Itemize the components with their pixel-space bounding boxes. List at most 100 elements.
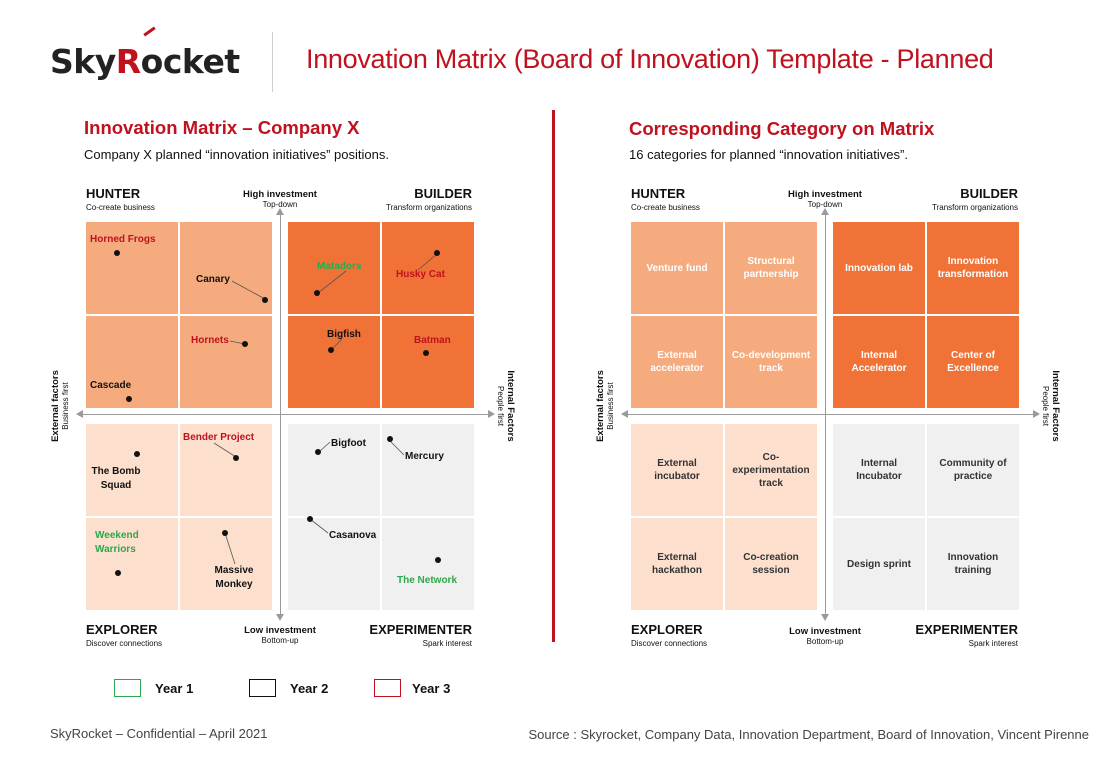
legend-label-year-2: Year 2 xyxy=(290,681,329,696)
category-venture-fund: Venture fund xyxy=(646,262,708,274)
footer-source: Source : Skyrocket, Company Data, Innova… xyxy=(528,727,1089,742)
initiative-dot-bigfish xyxy=(328,347,334,353)
cell-experimenter-1 xyxy=(288,424,380,516)
initiative-dot-batman xyxy=(423,350,429,356)
left-axis-label: External factors Business first xyxy=(50,370,70,442)
category-innovation-training: Innovation training xyxy=(947,552,999,576)
cell-builder-1 xyxy=(288,222,380,314)
cell-experimenter-3 xyxy=(288,518,380,610)
cell-explorer-1 xyxy=(86,424,178,516)
category-cell-5: External accelerator xyxy=(631,316,723,408)
category-cell-2: Structural partnership xyxy=(725,222,817,314)
category-external-hackathon: External hackathon xyxy=(651,552,702,576)
initiative-bigfish: Bigfish xyxy=(327,329,361,340)
initiative-dot-casanova xyxy=(307,516,313,522)
vertical-axis xyxy=(280,214,281,616)
bottom-axis-label-right: Low investment xyxy=(789,626,861,637)
axis-arrow-left-icon xyxy=(76,410,83,418)
cell-explorer-3 xyxy=(86,518,178,610)
category-co-development-track: Co-development track xyxy=(731,350,811,374)
right-section-title: Corresponding Category on Matrix xyxy=(629,118,935,139)
category-structural-partnership: Structural partnership xyxy=(743,256,799,280)
initiative-dot-husky-cat xyxy=(434,250,440,256)
cell-hunter-2 xyxy=(180,222,272,314)
axis-arrow-right-icon xyxy=(1033,410,1040,418)
initiative-dot-matadors xyxy=(314,290,320,296)
category-cell-15: Design sprint xyxy=(833,518,925,610)
page-title: Innovation Matrix (Board of Innovation) … xyxy=(306,44,994,74)
explorer-label-right: EXPLORER xyxy=(631,622,703,637)
category-innovation-transformation: Innovation transformation xyxy=(937,256,1009,280)
category-cell-7: Internal Accelerator xyxy=(833,316,925,408)
explorer-sublabel-right: Discover connections xyxy=(631,639,708,648)
category-cell-3: Innovation lab xyxy=(833,222,925,314)
experimenter-label: EXPERIMENTER xyxy=(369,622,472,637)
top-axis-label: High investment xyxy=(243,189,317,200)
cell-hunter-3 xyxy=(86,316,178,408)
cell-builder-4 xyxy=(382,316,474,408)
axis-arrow-down-icon xyxy=(276,614,284,621)
right-section-subtitle: 16 categories for planned “innovation in… xyxy=(629,147,908,162)
initiative-dot-the-bomb-squad xyxy=(134,451,140,457)
initiative-hornets: Hornets xyxy=(191,335,229,346)
legend-swatch-year-1 xyxy=(114,679,141,697)
initiative-dot-bigfoot xyxy=(315,449,321,455)
builder-label-right: BUILDER xyxy=(960,186,1018,201)
right-axis-label-right: Internal Factors People first xyxy=(1041,370,1061,442)
category-co-creation-session: Co-creation session xyxy=(743,552,799,576)
top-axis-label-right: High investment xyxy=(788,189,862,200)
category-innovation-lab: Innovation lab xyxy=(845,262,913,274)
initiative-husky-cat: Husky Cat xyxy=(396,269,445,280)
category-community-of-practice: Community of practice xyxy=(939,458,1007,482)
legend-label-year-3: Year 3 xyxy=(412,681,451,696)
explorer-label: EXPLORER xyxy=(86,622,158,637)
right-axis-label: Internal Factors People first xyxy=(496,370,516,442)
skyrocket-logo: SkyRocket xyxy=(50,26,250,90)
category-cell-13: External hackathon xyxy=(631,518,723,610)
initiative-dot-bender-project xyxy=(233,455,239,461)
builder-sublabel: Transform organizations xyxy=(386,203,472,212)
hunter-label: HUNTER xyxy=(86,186,141,201)
category-cell-1: Venture fund xyxy=(631,222,723,314)
initiative-massive-monkey: Massive Monkey xyxy=(214,565,254,590)
initiative-the-network: The Network xyxy=(397,575,458,586)
initiative-dot-cascade xyxy=(126,396,132,402)
initiative-dot-massive-monkey xyxy=(222,530,228,536)
category-cell-4: Innovation transformation xyxy=(927,222,1019,314)
left-section-subtitle: Company X planned “innovation initiative… xyxy=(84,147,389,162)
category-external-accelerator: External accelerator xyxy=(650,350,704,374)
horizontal-axis xyxy=(82,414,490,415)
experimenter-sublabel-right: Spark interest xyxy=(968,639,1018,648)
bottom-axis-sublabel: Bottom-up xyxy=(261,636,299,645)
initiative-dot-mercury xyxy=(387,436,393,442)
cell-hunter-1 xyxy=(86,222,178,314)
hunter-sublabel: Co-create business xyxy=(86,203,155,212)
initiative-batman: Batman xyxy=(414,335,451,346)
left-section-title: Innovation Matrix – Company X xyxy=(84,117,360,138)
explorer-sublabel: Discover connections xyxy=(86,639,163,648)
initiative-dot-the-network xyxy=(435,557,441,563)
initiative-canary: Canary xyxy=(196,274,230,285)
initiative-mercury: Mercury xyxy=(405,451,444,462)
logo-wordmark: SkyRocket xyxy=(50,42,240,81)
horizontal-axis-right xyxy=(627,414,1035,415)
initiative-bender-project: Bender Project xyxy=(183,432,255,443)
axis-arrow-up-icon xyxy=(821,208,829,215)
experimenter-label-right: EXPERIMENTER xyxy=(915,622,1018,637)
axis-arrow-up-icon xyxy=(276,208,284,215)
category-cell-8: Center of Excellence xyxy=(927,316,1019,408)
legend-label-year-1: Year 1 xyxy=(155,681,194,696)
initiative-horned-frogs: Horned Frogs xyxy=(90,234,156,245)
category-center-of-excellence: Center of Excellence xyxy=(947,350,999,374)
category-internal-accelerator: Internal Accelerator xyxy=(851,350,907,374)
cell-hunter-4 xyxy=(180,316,272,408)
category-cell-16: Innovation training xyxy=(927,518,1019,610)
legend-swatch-year-3 xyxy=(374,679,401,697)
initiative-dot-hornets xyxy=(242,341,248,347)
initiative-dot-horned-frogs xyxy=(114,250,120,256)
initiative-weekend-warriors: Weekend Warriors xyxy=(95,530,139,555)
initiative-bigfoot: Bigfoot xyxy=(331,438,366,449)
category-cell-11: Internal Incubator xyxy=(833,424,925,516)
initiative-matadors: Matadors xyxy=(317,261,362,272)
category-cell-9: External incubator xyxy=(631,424,723,516)
